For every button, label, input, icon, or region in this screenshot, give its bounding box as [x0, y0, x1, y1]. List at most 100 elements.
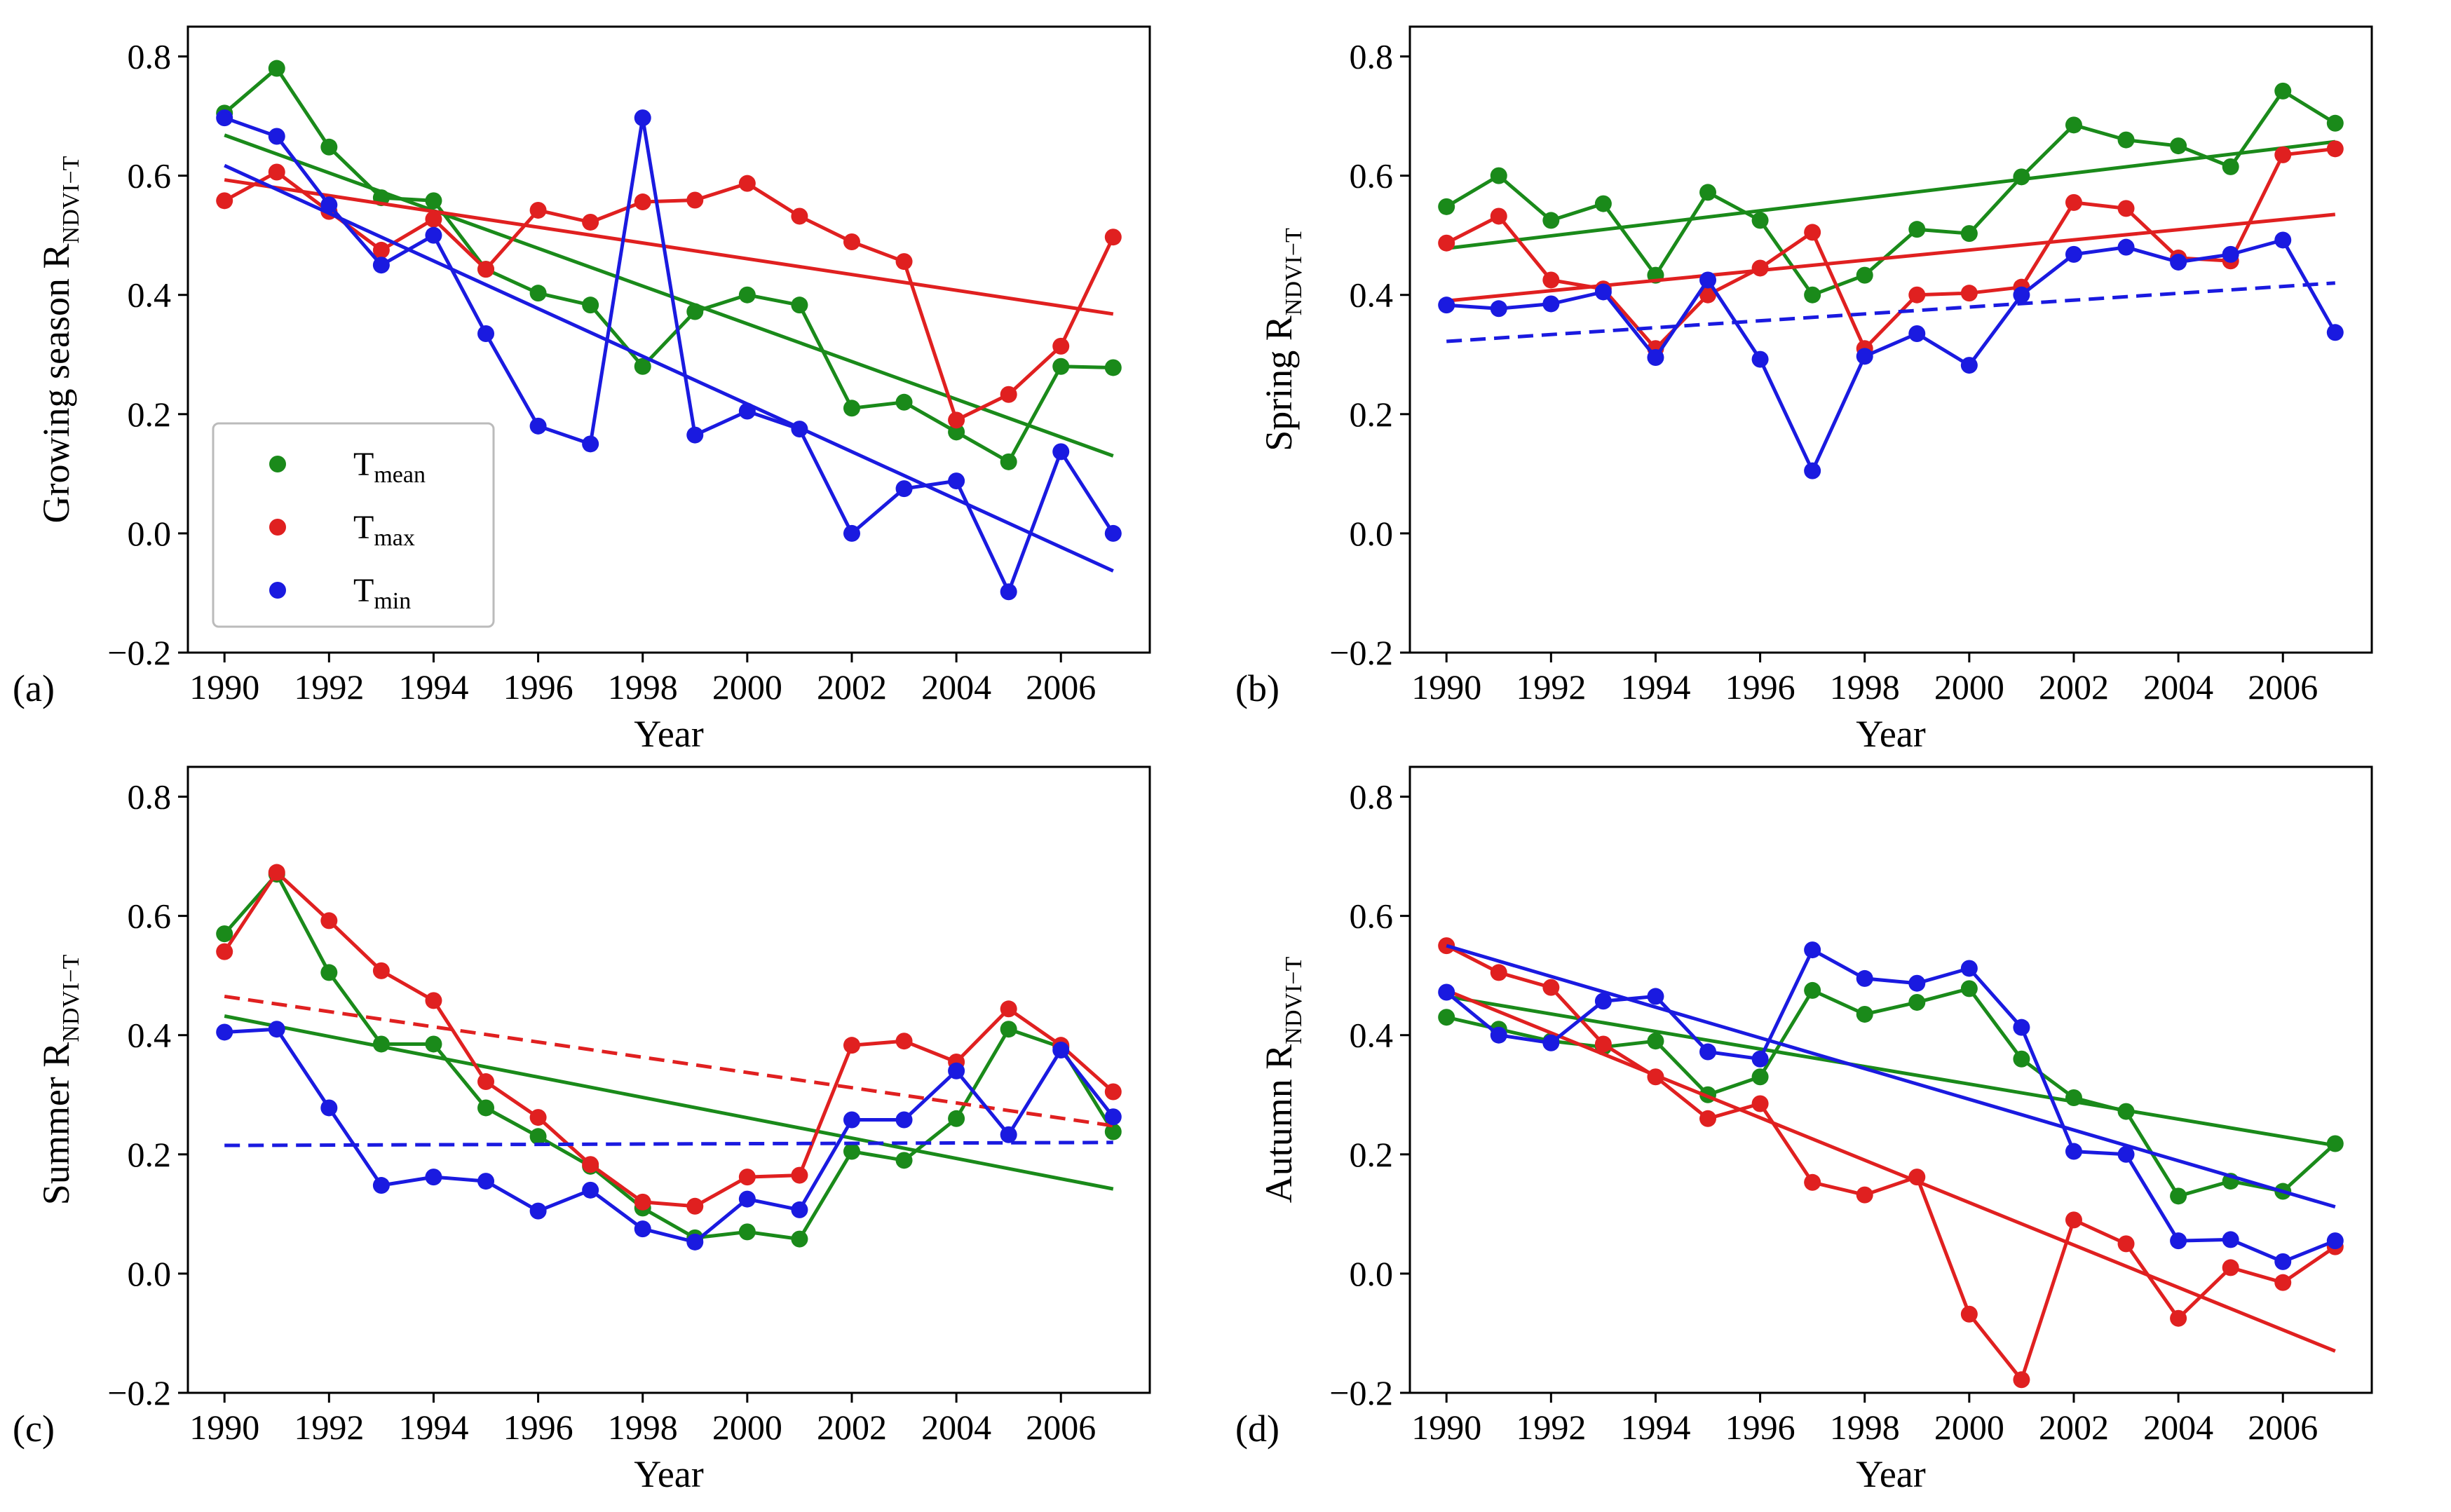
- legend-label-main: T: [353, 446, 374, 483]
- y-tick-label: 0.6: [1350, 156, 1394, 196]
- data-point-tmax: [791, 207, 808, 225]
- data-point-tmax: [1594, 1035, 1612, 1053]
- data-point-tmin: [1052, 1041, 1070, 1058]
- data-point-tmean: [2274, 82, 2292, 100]
- y-tick-label: 0.0: [128, 514, 172, 553]
- data-point-tmean: [1960, 225, 1978, 243]
- y-axis-title-main: Spring R: [1258, 315, 1300, 451]
- plot-frame: [1408, 25, 2373, 654]
- data-point-tmin: [738, 1190, 756, 1208]
- data-point-tmax: [1104, 229, 1122, 246]
- data-point-tmin: [2065, 245, 2082, 263]
- data-point-tmean: [1542, 212, 1560, 229]
- data-point-tmean: [529, 1128, 547, 1145]
- data-point-tmax: [1908, 286, 1926, 304]
- trend-line-tmean: [1446, 994, 2336, 1147]
- data-point-tmin: [2326, 324, 2344, 341]
- x-tick-label: 2002: [2039, 667, 2109, 707]
- x-tick-label: 1990: [1411, 1408, 1481, 1447]
- data-point-tmin: [2326, 1232, 2344, 1250]
- panel-label: (c): [13, 1408, 55, 1450]
- series-line-tmean: [1446, 986, 2337, 1198]
- data-point-tmean: [686, 303, 704, 320]
- plot-frame: [186, 25, 1151, 654]
- x-tick-label: 2002: [2039, 1408, 2109, 1447]
- data-point-tmax: [634, 1193, 651, 1211]
- trend-line-tmax: [1446, 988, 2336, 1353]
- data-point-tmin: [1104, 524, 1122, 542]
- data-point-tmean: [738, 286, 756, 304]
- data-point-tmax: [2326, 140, 2344, 158]
- series-line-tmax: [224, 170, 1115, 422]
- series-line-tmax: [223, 871, 1115, 1208]
- data-point-tmax: [529, 1109, 547, 1126]
- data-point-tmax: [895, 1033, 913, 1050]
- x-axis-title: Year: [1856, 713, 1926, 755]
- data-point-tmin: [2170, 1232, 2187, 1250]
- x-tick-label: 1996: [503, 1408, 573, 1447]
- data-point-tmin: [1438, 983, 1455, 1001]
- y-tick-label: 0.2: [1350, 395, 1394, 434]
- legend-label-main: T: [353, 509, 374, 546]
- x-tick-label: 2006: [2248, 1408, 2318, 1447]
- data-point-tmean: [1908, 221, 1926, 238]
- data-point-tmax: [1542, 979, 1560, 996]
- data-point-tmean: [2013, 1050, 2030, 1068]
- data-point-tmax: [425, 210, 442, 228]
- x-tick-label: 1994: [1620, 667, 1690, 707]
- legend-label-main: T: [353, 572, 374, 609]
- x-tick-label: 2004: [921, 1408, 991, 1447]
- x-tick-label: 1990: [189, 1408, 259, 1447]
- y-tick-label: 0.4: [128, 1016, 172, 1055]
- y-tick-label: 0.4: [1350, 1016, 1394, 1055]
- data-point-tmax: [1960, 285, 1978, 302]
- y-tick-label: 0.4: [1350, 275, 1394, 315]
- x-axis-title: Year: [1856, 1453, 1926, 1495]
- data-point-tmin: [738, 402, 756, 420]
- data-point-tmin: [529, 1202, 547, 1220]
- x-tick-label: 2006: [1026, 1408, 1096, 1447]
- data-point-tmin: [216, 109, 233, 127]
- y-tick-label: −0.2: [1329, 1373, 1393, 1412]
- data-point-tmean: [895, 1152, 913, 1169]
- data-point-tmax: [1804, 1173, 1821, 1191]
- x-tick-label: 1990: [1411, 667, 1481, 707]
- x-tick-label: 1998: [1830, 1408, 1900, 1447]
- y-tick-label: 0.8: [128, 777, 172, 817]
- data-point-tmean: [1104, 1123, 1122, 1140]
- data-point-tmean: [1856, 1005, 1873, 1023]
- data-point-tmin: [895, 480, 913, 498]
- series-line-tmin: [1446, 238, 2337, 473]
- data-point-tmin: [425, 1169, 442, 1186]
- data-point-tmean: [2170, 1187, 2187, 1205]
- chart-panel-1: 1990 1992 1994 1996 1998 2000 2002 2004 2006 −0.2…: [13, 25, 1151, 755]
- y-axis-title: Autumn RNDVI−T: [1258, 957, 1307, 1204]
- data-point-tmin: [1000, 583, 1017, 601]
- data-point-tmax: [582, 1156, 599, 1173]
- data-point-tmax: [1751, 1095, 1769, 1112]
- data-point-tmax: [2274, 1274, 2292, 1291]
- y-tick-label: 0.0: [1350, 1254, 1394, 1293]
- data-point-tmean: [843, 400, 860, 417]
- x-axis-title: Year: [634, 713, 704, 755]
- y-tick-label: 0.6: [128, 897, 172, 936]
- data-point-tmin: [268, 1021, 285, 1038]
- x-tick-label: 2006: [1026, 667, 1096, 707]
- y-tick-label: 0.0: [1350, 514, 1394, 553]
- data-point-tmean: [320, 964, 338, 981]
- data-point-tmean: [1000, 453, 1017, 470]
- data-point-tmax: [1960, 1305, 1978, 1323]
- data-point-tmax: [738, 175, 756, 192]
- data-point-tmin: [686, 1233, 704, 1251]
- panel-label: (b): [1235, 667, 1279, 709]
- data-point-tmin: [2274, 1253, 2292, 1270]
- legend-label-subscript: min: [374, 588, 411, 614]
- data-point-tmin: [1594, 283, 1612, 301]
- legend-marker-min: [269, 582, 286, 599]
- trend-line-tmean: [1446, 139, 2336, 250]
- x-tick-label: 2000: [712, 667, 782, 707]
- y-tick-label: −0.2: [1329, 633, 1393, 672]
- x-tick-label: 1992: [1516, 667, 1586, 707]
- y-tick-label: 0.8: [1350, 777, 1394, 817]
